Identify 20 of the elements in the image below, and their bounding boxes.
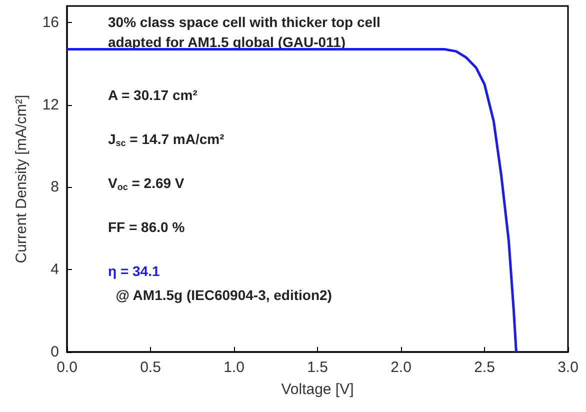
y-axis-title: Current Density [mA/cm²] [13,94,30,264]
annotation: FF = 86.0 % [108,219,186,235]
x-tick-label: 1.0 [224,359,244,376]
x-tick-label: 2.5 [474,359,495,376]
y-tick-label: 0 [50,344,59,360]
y-tick-label: 16 [42,14,59,31]
x-tick-label: 2.0 [390,359,412,376]
y-tick-label: 12 [42,96,59,114]
line-series [66,48,518,354]
x-tick-label: 0.5 [140,359,161,376]
y-tick-label: 4 [50,261,59,278]
annotation: η = 34.1 [108,263,160,279]
x-tick-label: 1.5 [307,359,328,376]
annotation: @ AM1.5g (IEC60904-3, edition2) [108,287,332,303]
annotation: A = 30.17 cm² [108,87,198,103]
x-tick-label: 3.0 [558,359,578,376]
x-axis-title: Voltage [V] [281,381,354,398]
y-tick-label: 8 [50,178,59,196]
text: 30% class space cell with thicker top cell adapted for AM1.5 global (GAU-011) [108,14,380,50]
x-tick-label: 0.0 [56,359,78,376]
